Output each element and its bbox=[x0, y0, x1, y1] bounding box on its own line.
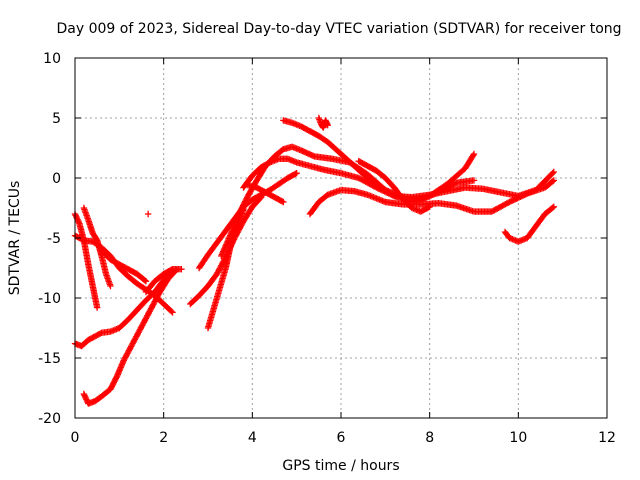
data-point-marker bbox=[150, 301, 157, 308]
y-tick-label: -15 bbox=[38, 351, 61, 367]
chart-title: Day 009 of 2023, Sidereal Day-to-day VTE… bbox=[56, 21, 621, 37]
data-point-marker bbox=[139, 322, 146, 329]
data-point-marker bbox=[549, 204, 556, 211]
data-point-marker bbox=[426, 203, 433, 210]
data-point-marker bbox=[550, 203, 557, 210]
data-point-marker bbox=[145, 309, 153, 316]
y-tick-label: -5 bbox=[47, 231, 61, 247]
data-point-marker bbox=[125, 348, 132, 356]
data-point-marker bbox=[150, 299, 158, 307]
data-point-marker bbox=[425, 204, 432, 211]
data-point-marker bbox=[135, 329, 142, 336]
data-point-marker bbox=[140, 319, 147, 326]
data-point-marker bbox=[133, 332, 141, 339]
data-point-marker bbox=[122, 354, 129, 361]
data-point-marker bbox=[389, 191, 397, 199]
data-point-marker bbox=[451, 180, 459, 187]
data-point-marker bbox=[293, 170, 300, 177]
data-point-marker bbox=[549, 178, 556, 185]
data-point-marker bbox=[213, 270, 221, 278]
data-point-marker bbox=[132, 334, 139, 342]
data-point-marker bbox=[151, 298, 158, 305]
data-point-marker bbox=[324, 122, 331, 129]
data-point-marker bbox=[141, 316, 149, 323]
data-point-marker bbox=[143, 313, 150, 321]
data-point-marker bbox=[97, 330, 104, 337]
data-point-marker bbox=[127, 344, 134, 351]
x-tick-label: 12 bbox=[598, 430, 616, 446]
data-point-marker bbox=[138, 323, 145, 330]
data-point-marker bbox=[141, 318, 148, 325]
data-point-marker bbox=[130, 339, 137, 346]
data-point-marker bbox=[136, 327, 143, 335]
data-point-marker bbox=[216, 265, 224, 272]
x-tick-label: 0 bbox=[71, 430, 80, 446]
data-point-marker bbox=[136, 326, 144, 333]
data-point-marker bbox=[124, 350, 131, 357]
data-point-marker bbox=[127, 343, 135, 350]
data-point-marker bbox=[148, 304, 156, 311]
data-point-marker bbox=[144, 311, 152, 318]
x-tick-label: 8 bbox=[425, 430, 434, 446]
data-point-marker bbox=[93, 304, 101, 311]
data-point-marker bbox=[217, 263, 224, 271]
data-point-marker bbox=[178, 266, 185, 273]
y-tick-label: 5 bbox=[52, 111, 61, 127]
data-point-marker bbox=[470, 150, 478, 158]
data-point-marker bbox=[469, 152, 477, 159]
data-point-marker bbox=[137, 325, 144, 332]
data-point-marker bbox=[169, 309, 176, 316]
data-point-marker bbox=[128, 341, 136, 349]
data-point-marker bbox=[147, 306, 154, 314]
y-tick-label: -10 bbox=[38, 291, 61, 307]
data-point-marker bbox=[130, 337, 138, 344]
data-point-marker bbox=[142, 278, 150, 285]
data-point-marker bbox=[122, 353, 130, 360]
data-point-marker bbox=[125, 347, 133, 354]
x-tick-label: 6 bbox=[337, 430, 346, 446]
data-point-marker bbox=[292, 170, 299, 178]
x-axis-label: GPS time / hours bbox=[282, 458, 399, 474]
y-axis-label: SDTVAR / TECUs bbox=[7, 181, 23, 296]
data-point-marker bbox=[142, 315, 150, 322]
data-point-marker bbox=[120, 357, 127, 364]
data-point-marker bbox=[215, 266, 223, 273]
data-point-marker bbox=[470, 177, 478, 184]
data-point-marker bbox=[121, 355, 128, 363]
tick-layer: 0 2 4 6 8 10 12 -20 -15 -10 -5 0 5 10 bbox=[38, 51, 616, 446]
x-tick-label: 2 bbox=[159, 430, 168, 446]
data-point-marker bbox=[139, 320, 147, 328]
data-point-marker bbox=[549, 169, 556, 177]
data-point-marker bbox=[144, 210, 152, 218]
data-point-marker bbox=[550, 168, 557, 176]
data-point-marker bbox=[168, 308, 175, 315]
data-point-marker bbox=[146, 308, 153, 315]
x-tick-label: 4 bbox=[248, 430, 257, 446]
y-tick-label: 10 bbox=[43, 51, 61, 67]
data-point-marker bbox=[278, 198, 286, 205]
x-tick-label: 10 bbox=[509, 430, 527, 446]
data-point-marker bbox=[215, 268, 222, 275]
data-point-marker bbox=[129, 340, 136, 347]
data-point-marker bbox=[141, 277, 149, 284]
y-tick-label: 0 bbox=[52, 171, 61, 187]
grid-layer bbox=[75, 58, 607, 418]
data-layer bbox=[71, 114, 557, 407]
data-point-marker bbox=[126, 346, 133, 353]
data-point-marker bbox=[214, 269, 221, 276]
data-point-marker bbox=[123, 351, 130, 358]
data-point-marker bbox=[133, 333, 140, 340]
data-point-marker bbox=[107, 282, 114, 290]
data-point-marker bbox=[131, 336, 139, 343]
data-point-marker bbox=[147, 305, 155, 312]
y-tick-label: -20 bbox=[38, 411, 61, 427]
data-point-marker bbox=[134, 330, 142, 337]
data-point-marker bbox=[144, 312, 151, 319]
data-point-marker bbox=[280, 198, 287, 206]
data-point-marker bbox=[149, 302, 156, 309]
data-point-marker bbox=[550, 177, 557, 184]
